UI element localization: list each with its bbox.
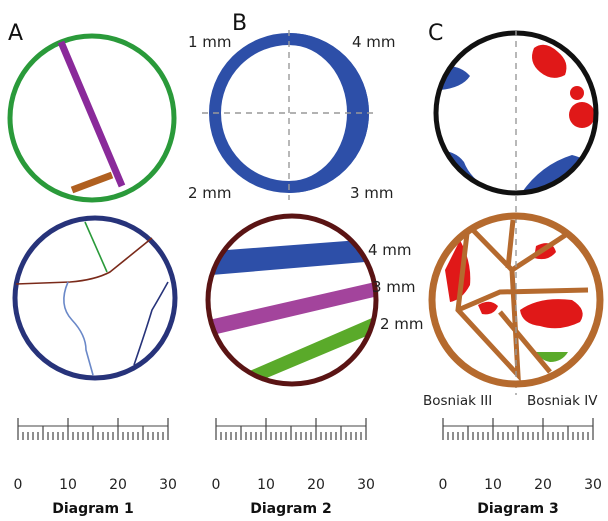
copper-septa-2 xyxy=(457,287,589,313)
navy-ring xyxy=(12,215,178,381)
panel-letter-a: A xyxy=(8,21,23,46)
ruler-tick-label: 20 xyxy=(109,477,127,493)
blue-band xyxy=(210,240,365,276)
label-bosniak-iii: Bosniak III xyxy=(423,393,492,409)
band-label-4mm: 4 mm xyxy=(368,241,412,259)
red-nodule-top xyxy=(532,44,567,78)
maroon-ring xyxy=(205,213,379,387)
green-band xyxy=(245,318,374,382)
diagram-c-bottom: Bosniak III Bosniak IV xyxy=(423,30,604,409)
darkred-septum xyxy=(15,237,153,285)
ruler-tick-label: 10 xyxy=(59,477,77,493)
panel-letter-c: C xyxy=(428,21,443,46)
diagram-a-bottom xyxy=(12,215,178,381)
copper-septa-4 xyxy=(505,219,516,269)
ruler-tick-label: 30 xyxy=(584,477,602,493)
copper-septa-5 xyxy=(498,310,552,374)
ruler-tick-label: 0 xyxy=(212,477,221,493)
red-nodule-right xyxy=(520,299,583,329)
copper-septa-1 xyxy=(455,219,521,382)
label-bottom-right: 3 mm xyxy=(350,184,394,202)
red-nodule-small xyxy=(570,86,584,100)
label-bottom-left: 2 mm xyxy=(188,184,232,202)
copper-septa-3 xyxy=(510,229,572,273)
ruler-tick-label: 30 xyxy=(159,477,177,493)
green-nodule xyxy=(536,352,568,362)
green-ring xyxy=(7,33,177,203)
blue-ring-thick-wall xyxy=(289,33,369,193)
purple-septum xyxy=(57,40,126,188)
ruler-tick-label: 10 xyxy=(257,477,275,493)
green-septum xyxy=(84,221,108,273)
label-top-left: 1 mm xyxy=(188,33,232,51)
ruler-tick-label: 30 xyxy=(357,477,375,493)
red-nodule-small-left xyxy=(478,301,498,315)
red-nodule-large xyxy=(569,102,595,128)
label-bosniak-iv: Bosniak IV xyxy=(527,393,598,409)
copper-ring xyxy=(428,212,604,388)
diagram-caption: Diagram 2 xyxy=(250,501,331,517)
ruler-tick-label: 0 xyxy=(14,477,23,493)
scale-ruler-1: 0 10 20 30 Diagram 1 xyxy=(14,418,177,517)
brown-septum xyxy=(70,171,114,194)
ruler-tick-label: 20 xyxy=(534,477,552,493)
diagram-b-top: 1 mm 4 mm 2 mm 3 mm xyxy=(188,30,396,202)
ruler-group: 0 10 20 30 Diagram 1 0 10 20 30 Diagram 2 0 10 20 30 D… xyxy=(14,418,602,517)
magenta-band xyxy=(210,282,374,338)
diagram-c-top xyxy=(433,30,599,196)
panel-letter-b: B xyxy=(232,11,247,36)
label-top-right: 4 mm xyxy=(352,33,396,51)
ruler-tick-label: 20 xyxy=(307,477,325,493)
diagram-caption: Diagram 3 xyxy=(477,501,558,517)
band-label-3mm: 3 mm xyxy=(372,278,416,296)
diagram-b-bottom: 4 mm 3 mm 2 mm xyxy=(205,213,424,387)
navy-septum xyxy=(133,281,169,366)
lightblue-septum xyxy=(63,281,94,376)
ruler-tick-label: 0 xyxy=(439,477,448,493)
scale-ruler-2: 0 10 20 30 Diagram 2 xyxy=(212,418,375,517)
band-label-2mm: 2 mm xyxy=(380,315,424,333)
scale-ruler-3: 0 10 20 30 Diagram 3 xyxy=(439,418,602,517)
ruler-tick-label: 10 xyxy=(484,477,502,493)
diagram-caption: Diagram 1 xyxy=(52,501,133,517)
diagram-a-top xyxy=(7,33,177,203)
